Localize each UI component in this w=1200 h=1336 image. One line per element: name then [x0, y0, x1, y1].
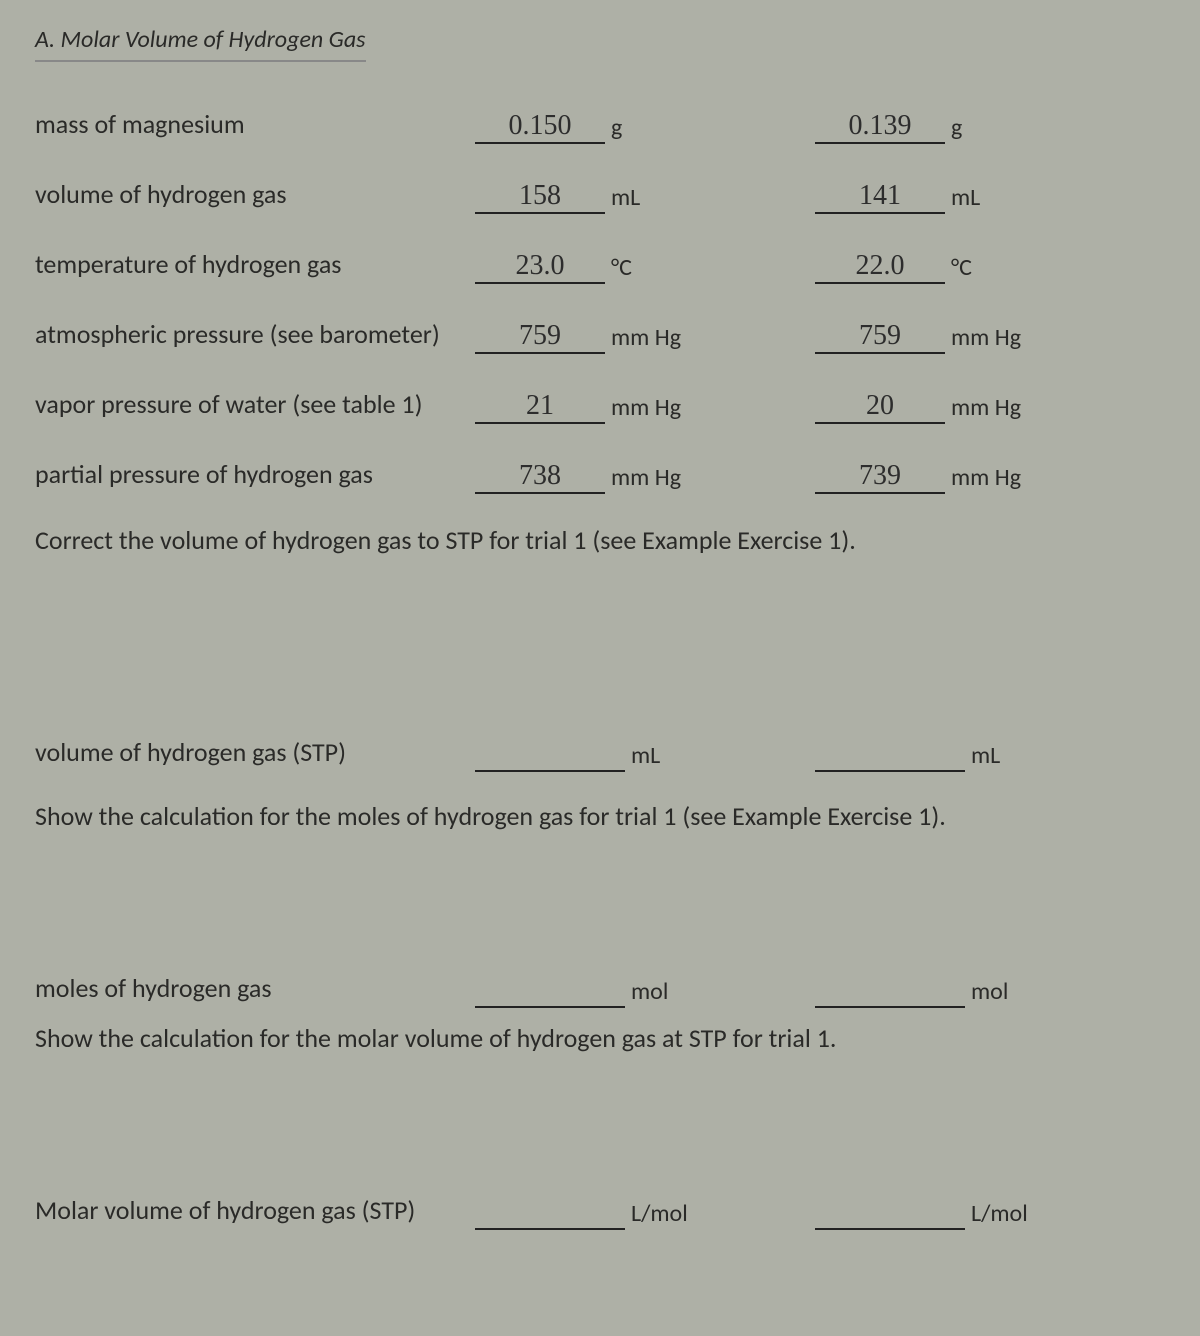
unit: mm Hg [945, 323, 1021, 354]
table-row: mass of magnesium 0.150 g 0.139 g [35, 90, 1170, 144]
unit: mm Hg [605, 393, 681, 424]
row-label: vapor pressure of water (see table 1) [35, 388, 475, 424]
unit: °C [605, 253, 632, 284]
value-trial2: 141 [815, 182, 945, 214]
unit: mL [965, 741, 1000, 772]
table-row: atmospheric pressure (see barometer) 759… [35, 300, 1170, 354]
section-title: A. Molar Volume of Hydrogen Gas [35, 25, 366, 62]
value-trial1: 0.150 [475, 112, 605, 144]
unit: mm Hg [945, 393, 1021, 424]
unit: mol [625, 977, 668, 1008]
unit: mm Hg [945, 463, 1021, 494]
data-table: mass of magnesium 0.150 g 0.139 g volume… [35, 90, 1170, 494]
value-trial2: 20 [815, 392, 945, 424]
instruction-show-molar: Show the calculation for the molar volum… [35, 1022, 1170, 1054]
unit: g [605, 113, 622, 144]
value-trial2: 739 [815, 462, 945, 494]
unit: mm Hg [605, 463, 681, 494]
row-label: mass of magnesium [35, 108, 475, 144]
unit: mL [605, 183, 640, 214]
table-row: vapor pressure of water (see table 1) 21… [35, 370, 1170, 424]
row-label: atmospheric pressure (see barometer) [35, 318, 475, 354]
value-trial1: 738 [475, 462, 605, 494]
result-row: moles of hydrogen gas mol mol [35, 972, 1170, 1008]
row-label: volume of hydrogen gas [35, 178, 475, 214]
unit: mm Hg [605, 323, 681, 354]
unit: mol [965, 977, 1008, 1008]
value-trial2: 0.139 [815, 112, 945, 144]
table-row: temperature of hydrogen gas 23.0 °C 22.0… [35, 230, 1170, 284]
blank-value-trial2 [815, 980, 965, 1008]
table-row: volume of hydrogen gas 158 mL 141 mL [35, 160, 1170, 214]
blank-value-trial2 [815, 1202, 965, 1230]
value-trial2: 759 [815, 322, 945, 354]
table-row: partial pressure of hydrogen gas 738 mm … [35, 440, 1170, 494]
result-label: volume of hydrogen gas (STP) [35, 736, 475, 772]
blank-value-trial1 [475, 1202, 625, 1230]
unit: L/mol [625, 1199, 688, 1230]
result-row: Molar volume of hydrogen gas (STP) L/mol… [35, 1194, 1170, 1230]
row-label: temperature of hydrogen gas [35, 248, 475, 284]
result-row: volume of hydrogen gas (STP) mL mL [35, 736, 1170, 772]
value-trial2: 22.0 [815, 252, 945, 284]
value-trial1: 23.0 [475, 252, 605, 284]
value-trial1: 759 [475, 322, 605, 354]
unit: g [945, 113, 962, 144]
unit: mL [945, 183, 980, 214]
value-trial1: 21 [475, 392, 605, 424]
blank-value-trial1 [475, 980, 625, 1008]
instruction-correct-stp: Correct the volume of hydrogen gas to ST… [35, 524, 1170, 556]
unit: L/mol [965, 1199, 1028, 1230]
instruction-show-moles: Show the calculation for the moles of hy… [35, 800, 1170, 832]
blank-value-trial2 [815, 744, 965, 772]
result-label: moles of hydrogen gas [35, 972, 475, 1008]
blank-value-trial1 [475, 744, 625, 772]
unit: mL [625, 741, 660, 772]
result-label: Molar volume of hydrogen gas (STP) [35, 1194, 475, 1230]
value-trial1: 158 [475, 182, 605, 214]
row-label: partial pressure of hydrogen gas [35, 458, 475, 494]
unit: °C [945, 253, 972, 284]
